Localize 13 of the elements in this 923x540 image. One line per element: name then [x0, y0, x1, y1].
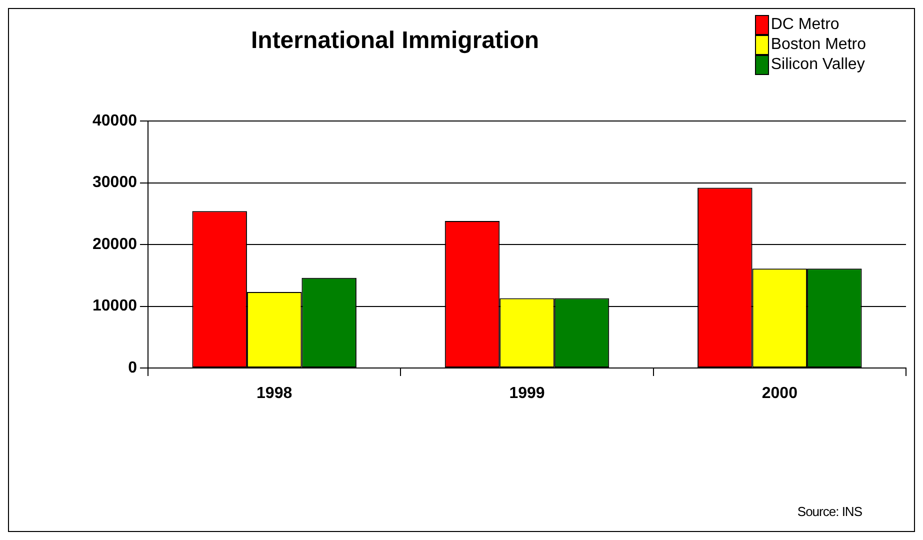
x-tick-label: 2000 [762, 385, 798, 402]
legend-label: Silicon Valley [770, 56, 865, 74]
y-tick-label: 30000 [92, 174, 138, 192]
x-tick-label: 1999 [509, 385, 545, 402]
chart-title: International Immigration [250, 27, 540, 55]
y-tick-label: 0 [128, 359, 138, 376]
legend-label: Boston Metro [770, 36, 866, 54]
y-tick-label: 20000 [92, 236, 138, 253]
x-tick-label: 1998 [256, 385, 292, 402]
y-tick-label: 40000 [92, 112, 138, 130]
legend-label: DC Metro [770, 16, 840, 34]
source-note: Source: INS [797, 504, 862, 519]
y-tick-label: 10000 [92, 298, 138, 315]
